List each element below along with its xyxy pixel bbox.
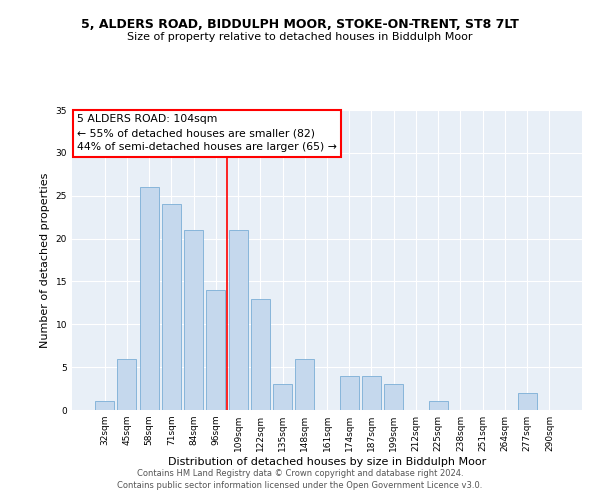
Bar xyxy=(273,384,292,410)
Bar xyxy=(429,402,448,410)
Bar xyxy=(229,230,248,410)
Y-axis label: Number of detached properties: Number of detached properties xyxy=(40,172,50,348)
Text: Contains HM Land Registry data © Crown copyright and database right 2024.: Contains HM Land Registry data © Crown c… xyxy=(137,468,463,477)
Bar xyxy=(95,402,114,410)
Text: Size of property relative to detached houses in Biddulph Moor: Size of property relative to detached ho… xyxy=(127,32,473,42)
Text: Contains public sector information licensed under the Open Government Licence v3: Contains public sector information licen… xyxy=(118,481,482,490)
X-axis label: Distribution of detached houses by size in Biddulph Moor: Distribution of detached houses by size … xyxy=(168,457,486,467)
Bar xyxy=(118,358,136,410)
Bar xyxy=(362,376,381,410)
Text: 5 ALDERS ROAD: 104sqm
← 55% of detached houses are smaller (82)
44% of semi-deta: 5 ALDERS ROAD: 104sqm ← 55% of detached … xyxy=(77,114,337,152)
Bar xyxy=(184,230,203,410)
Bar xyxy=(251,298,270,410)
Bar xyxy=(140,187,158,410)
Bar xyxy=(340,376,359,410)
Bar xyxy=(384,384,403,410)
Bar xyxy=(518,393,536,410)
Text: 5, ALDERS ROAD, BIDDULPH MOOR, STOKE-ON-TRENT, ST8 7LT: 5, ALDERS ROAD, BIDDULPH MOOR, STOKE-ON-… xyxy=(81,18,519,30)
Bar xyxy=(162,204,181,410)
Bar xyxy=(206,290,225,410)
Bar xyxy=(295,358,314,410)
